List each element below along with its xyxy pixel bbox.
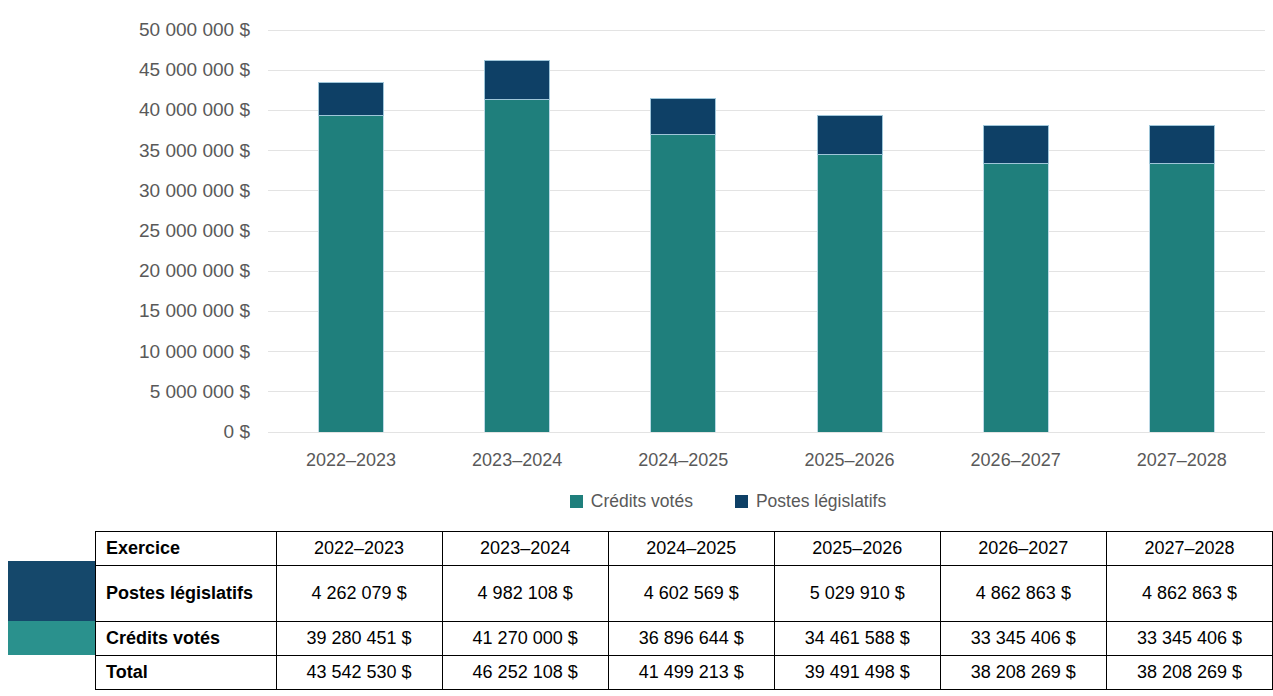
bar-segment-credits-votes — [817, 155, 883, 432]
table-header-year: 2022–2023 — [276, 532, 442, 566]
y-axis-tick-label: 15 000 000 $ — [10, 299, 250, 323]
table-header-year: 2023–2024 — [442, 532, 608, 566]
table-cell-value: 4 982 108 $ — [442, 566, 608, 622]
y-axis-tick-label: 20 000 000 $ — [10, 259, 250, 283]
bar-segment-credits-votes — [983, 164, 1049, 432]
x-axis-tick-label: 2025–2026 — [767, 450, 933, 471]
table-cell-value: 4 862 863 $ — [1106, 566, 1272, 622]
table-header-year: 2025–2026 — [774, 532, 940, 566]
bar-segment-credits-votes — [1149, 164, 1215, 432]
bar-slot-2022–2023 — [268, 30, 434, 432]
table-cell-value: 41 270 000 $ — [442, 622, 608, 656]
table-row-credits-votes: Crédits votés39 280 451 $41 270 000 $36 … — [96, 622, 1273, 656]
bar-segment-credits-votes — [650, 135, 716, 432]
table-cell-value: 33 345 406 $ — [1106, 622, 1272, 656]
table-cell-value: 39 491 498 $ — [774, 656, 940, 690]
stacked-bar-chart-plot-area — [268, 30, 1265, 432]
table-row-total: Total43 542 530 $46 252 108 $41 499 213 … — [96, 656, 1273, 690]
table-cell-value: 38 208 269 $ — [1106, 656, 1272, 690]
bar-segment-credits-votes — [318, 116, 384, 432]
table-cell-value: 46 252 108 $ — [442, 656, 608, 690]
legend-item-label: Postes législatifs — [756, 491, 886, 512]
table-cell-value: 4 262 079 $ — [276, 566, 442, 622]
bar-slot-2027–2028 — [1099, 30, 1265, 432]
legend-color-swatch — [735, 495, 748, 508]
bar-segment-credits-votes — [484, 100, 550, 432]
table-cell-value: 39 280 451 $ — [276, 622, 442, 656]
x-axis-tick-label: 2026–2027 — [933, 450, 1099, 471]
table-header-exercice: Exercice — [96, 532, 277, 566]
table-cell-value: 36 896 644 $ — [608, 622, 774, 656]
table-header-year: 2026–2027 — [940, 532, 1106, 566]
table-swatch-credits-votes — [8, 621, 95, 655]
bar-slot-2024–2025 — [600, 30, 766, 432]
legend-item: Crédits votés — [570, 491, 693, 512]
bar-segment-postes-legislatifs — [484, 60, 550, 100]
x-axis-tick-label: 2024–2025 — [600, 450, 766, 471]
y-axis-tick-label: 50 000 000 $ — [10, 18, 250, 42]
table-row-label: Total — [96, 656, 277, 690]
bar-segment-postes-legislatifs — [650, 98, 716, 135]
table-header-year: 2024–2025 — [608, 532, 774, 566]
legend-item-label: Crédits votés — [591, 491, 693, 512]
table-cell-value: 33 345 406 $ — [940, 622, 1106, 656]
table-swatch-postes-legislatifs — [8, 561, 95, 621]
table-cell-value: 4 862 863 $ — [940, 566, 1106, 622]
y-axis-tick-label: 30 000 000 $ — [10, 179, 250, 203]
legend-item: Postes législatifs — [735, 491, 886, 512]
table-cell-value: 38 208 269 $ — [940, 656, 1106, 690]
y-axis-tick-label: 40 000 000 $ — [10, 98, 250, 122]
table-header-row: Exercice2022–20232023–20242024–20252025–… — [96, 532, 1273, 566]
table-cell-value: 34 461 588 $ — [774, 622, 940, 656]
table-row-postes-legislatifs: Postes législatifs4 262 079 $4 982 108 $… — [96, 566, 1273, 622]
x-axis-tick-label: 2023–2024 — [434, 450, 600, 471]
y-axis-tick-label: 35 000 000 $ — [10, 139, 250, 163]
legend-color-swatch — [570, 495, 583, 508]
table-cell-value: 5 029 910 $ — [774, 566, 940, 622]
bar-slot-2025–2026 — [767, 30, 933, 432]
table-cell-value: 41 499 213 $ — [608, 656, 774, 690]
table-row-label: Postes législatifs — [96, 566, 277, 622]
bar-slot-2023–2024 — [434, 30, 600, 432]
table-cell-value: 4 602 569 $ — [608, 566, 774, 622]
table-cell-value: 43 542 530 $ — [276, 656, 442, 690]
report-canvas: Crédits votésPostes législatifs Exercice… — [0, 0, 1273, 696]
y-axis-tick-label: 25 000 000 $ — [10, 219, 250, 243]
bar-segment-postes-legislatifs — [817, 115, 883, 155]
y-axis-tick-label: 0 $ — [10, 420, 250, 444]
bar-segment-postes-legislatifs — [318, 82, 384, 116]
y-axis-tick-label: 5 000 000 $ — [10, 380, 250, 404]
y-axis-tick-label: 10 000 000 $ — [10, 340, 250, 364]
table-row-label: Crédits votés — [96, 622, 277, 656]
table-header-year: 2027–2028 — [1106, 532, 1272, 566]
financial-data-table: Exercice2022–20232023–20242024–20252025–… — [95, 531, 1273, 690]
chart-legend: Crédits votés Postes législatifs — [268, 491, 1188, 512]
bar-segment-postes-legislatifs — [983, 125, 1049, 164]
bar-segment-postes-legislatifs — [1149, 125, 1215, 164]
bar-slot-2026–2027 — [933, 30, 1099, 432]
y-axis-tick-label: 45 000 000 $ — [10, 58, 250, 82]
x-axis-tick-label: 2022–2023 — [268, 450, 434, 471]
x-axis-tick-label: 2027–2028 — [1099, 450, 1265, 471]
